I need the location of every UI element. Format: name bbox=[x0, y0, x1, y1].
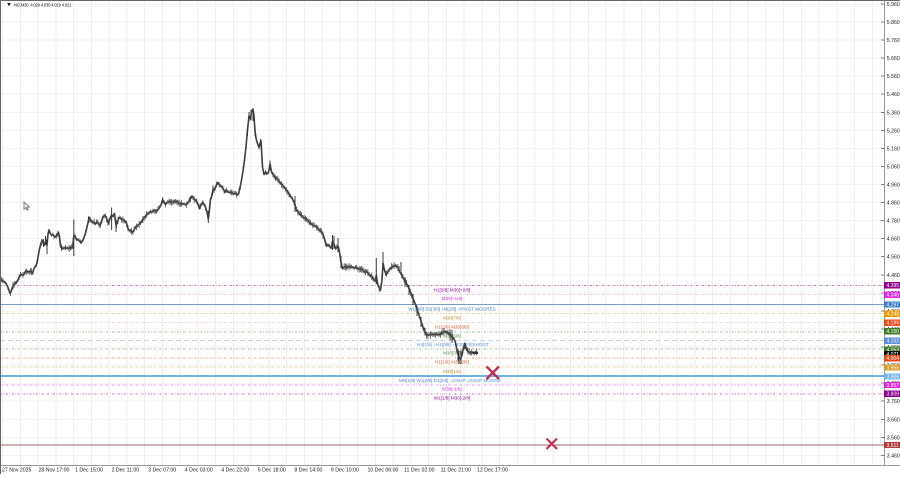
svg-text:5.160: 5.160 bbox=[887, 146, 900, 152]
svg-text:4.004: 4.004 bbox=[887, 356, 900, 362]
svg-text:3.460: 3.460 bbox=[887, 453, 900, 459]
svg-text:3.809: 3.809 bbox=[887, 392, 900, 398]
svg-text:4.460: 4.460 bbox=[887, 273, 900, 279]
svg-text:5.760: 5.760 bbox=[887, 38, 900, 44]
svg-text:M30[1/8]: M30[1/8] bbox=[443, 369, 461, 374]
svg-text:5.860: 5.860 bbox=[887, 20, 900, 26]
svg-text:M30[7/8]: M30[7/8] bbox=[443, 315, 461, 320]
svg-text:H1[2/8] M30[6/8]: H1[2/8] M30[6/8] bbox=[435, 324, 469, 329]
svg-text:11 Dec 21:00: 11 Dec 21:00 bbox=[441, 468, 472, 474]
svg-text:4.760: 4.760 bbox=[887, 219, 900, 225]
svg-text:4.660: 4.660 bbox=[887, 237, 900, 243]
svg-text:1 Dec 15:00: 1 Dec 15:00 bbox=[75, 468, 103, 474]
svg-text:5.260: 5.260 bbox=[887, 128, 900, 134]
svg-text:4.297: 4.297 bbox=[887, 302, 900, 308]
svg-text:9 Dec 10:00: 9 Dec 10:00 bbox=[331, 468, 359, 474]
svg-text:4.150: 4.150 bbox=[887, 329, 900, 335]
svg-text:12 Dec 17:00: 12 Dec 17:00 bbox=[477, 468, 508, 474]
svg-text:H1[5/8] M30[+2/8]: H1[5/8] M30[+2/8] bbox=[434, 287, 471, 292]
svg-text:2 Dec 11:00: 2 Dec 11:00 bbox=[112, 468, 140, 474]
svg-text:4.102: 4.102 bbox=[887, 339, 900, 345]
svg-text:3.660: 3.660 bbox=[887, 417, 900, 423]
svg-text:4.346: 4.346 bbox=[887, 293, 900, 299]
svg-text:8 Dec 14:00: 8 Dec 14:00 bbox=[294, 468, 322, 474]
svg-text:4.199: 4.199 bbox=[887, 321, 900, 327]
svg-text:5.060: 5.060 bbox=[887, 164, 900, 170]
svg-text:4.560: 4.560 bbox=[887, 255, 900, 261]
svg-text:3.560: 3.560 bbox=[887, 435, 900, 441]
svg-text:5.360: 5.360 bbox=[887, 110, 900, 116]
svg-text:3.906: 3.906 bbox=[887, 374, 900, 380]
svg-text:4 Dec 03:00: 4 Dec 03:00 bbox=[185, 468, 213, 474]
svg-text:4.248: 4.248 bbox=[887, 312, 900, 318]
svg-text:11 Dec 02:00: 11 Dec 02:00 bbox=[404, 468, 435, 474]
svg-text:W1[3/8] D1[3/8] H4[2/8] =PIVOT: W1[3/8] D1[3/8] H4[2/8] =PIVOT MOORES bbox=[408, 306, 495, 311]
svg-text:4.860: 4.860 bbox=[887, 201, 900, 207]
svg-text:4.395: 4.395 bbox=[887, 283, 900, 289]
svg-text:NG,M30 4.029 4.030 4.019 4.02: NG,M30 4.029 4.030 4.019 4.021 bbox=[14, 3, 72, 8]
svg-text:MN[1/8] W1[2/8] D1[2/8] =GSUP: MN[1/8] W1[2/8] D1[2/8] =GSUP =GSUP MOOR… bbox=[399, 378, 501, 383]
svg-text:M30[+1/8]: M30[+1/8] bbox=[442, 296, 463, 301]
svg-text:5 Dec 18:00: 5 Dec 18:00 bbox=[258, 468, 286, 474]
svg-text:3.955: 3.955 bbox=[887, 365, 900, 371]
svg-text:10 Dec 06:00: 10 Dec 06:00 bbox=[368, 468, 399, 474]
svg-text:3.857: 3.857 bbox=[887, 383, 900, 389]
svg-text:5.660: 5.660 bbox=[887, 56, 900, 62]
svg-text:W1[1/8] M30[-2/8]: W1[1/8] M30[-2/8] bbox=[434, 395, 471, 400]
svg-text:3 Dec 07:00: 3 Dec 07:00 bbox=[148, 468, 176, 474]
svg-text:3.760: 3.760 bbox=[887, 399, 900, 405]
svg-text:5.960: 5.960 bbox=[887, 2, 900, 8]
svg-text:4.960: 4.960 bbox=[887, 183, 900, 189]
svg-text:H4[1/8] =H1[0/8] =M30[4/8]SHOO: H4[1/8] =H1[0/8] =M30[4/8]SHOOT bbox=[417, 342, 489, 347]
svg-text:3.511: 3.511 bbox=[887, 443, 899, 449]
svg-text:M30[-1/8]: M30[-1/8] bbox=[442, 387, 461, 392]
svg-text:28 Nov 17:00: 28 Nov 17:00 bbox=[39, 468, 70, 474]
svg-text:5.560: 5.560 bbox=[887, 74, 900, 80]
svg-text:4 Dec 22:00: 4 Dec 22:00 bbox=[221, 468, 249, 474]
svg-text:27 Nov 2025: 27 Nov 2025 bbox=[2, 468, 32, 474]
svg-text:5.460: 5.460 bbox=[887, 92, 900, 98]
svg-text:H1[1/8] M30[2/8]: H1[1/8] M30[2/8] bbox=[435, 360, 469, 365]
